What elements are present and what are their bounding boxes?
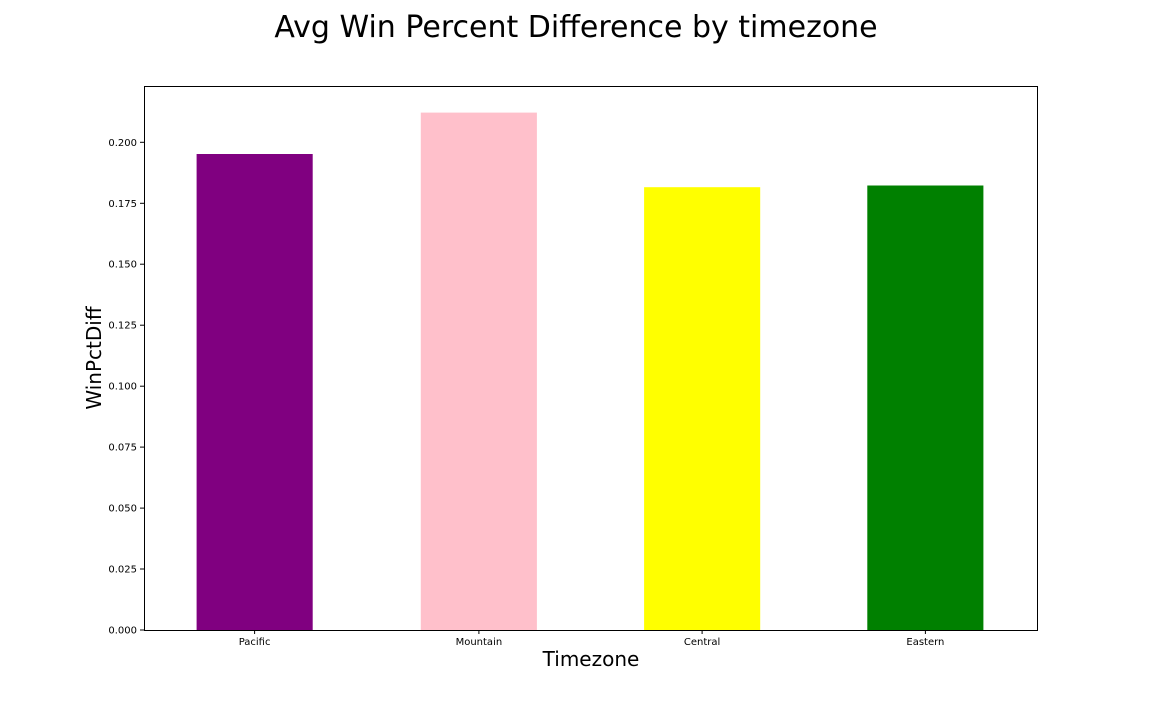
y-tick-label: 0.175 bbox=[108, 199, 137, 210]
x-tick-label: Pacific bbox=[239, 637, 271, 648]
bar-eastern bbox=[867, 185, 984, 630]
y-tick-label: 0.100 bbox=[108, 382, 137, 393]
bar-pacific bbox=[196, 154, 313, 630]
bar-central bbox=[644, 187, 761, 630]
x-axis-label: Timezone bbox=[542, 647, 640, 671]
y-tick-label: 0.150 bbox=[108, 260, 137, 271]
y-tick-label: 0.000 bbox=[108, 626, 137, 637]
y-tick-label: 0.050 bbox=[108, 504, 137, 515]
y-tick-label: 0.025 bbox=[108, 565, 137, 576]
y-axis-ticks: 0.000 0.025 0.050 0.075 0.100 0.125 0.150 0.175… bbox=[108, 138, 144, 637]
x-tick-label: Mountain bbox=[456, 637, 503, 648]
y-tick-label: 0.200 bbox=[108, 138, 137, 149]
bars-group bbox=[196, 112, 984, 631]
x-tick-label: Central bbox=[684, 637, 720, 648]
x-tick-label: Eastern bbox=[906, 637, 944, 648]
y-tick-label: 0.125 bbox=[108, 321, 137, 332]
bar-mountain bbox=[420, 112, 537, 631]
y-axis-label: WinPctDiff bbox=[82, 305, 106, 409]
plot-frame bbox=[144, 86, 1038, 631]
chart-title: Avg Win Percent Difference by timezone bbox=[274, 10, 877, 45]
y-tick-label: 0.075 bbox=[108, 443, 137, 454]
x-axis-ticks: Pacific Mountain Central Eastern bbox=[239, 630, 944, 648]
